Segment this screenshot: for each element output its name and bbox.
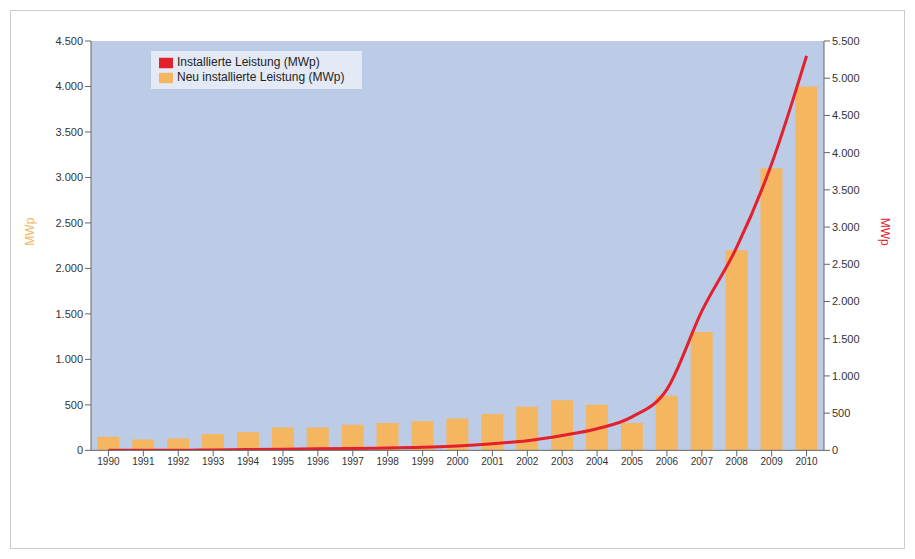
svg-text:1994: 1994 (237, 456, 260, 467)
svg-text:0: 0 (77, 444, 83, 456)
svg-text:1.500: 1.500 (55, 308, 83, 320)
svg-text:2003: 2003 (551, 456, 574, 467)
svg-text:5.500: 5.500 (832, 35, 860, 47)
svg-text:2004: 2004 (586, 456, 609, 467)
svg-text:4.000: 4.000 (55, 80, 83, 92)
svg-text:3.500: 3.500 (55, 126, 83, 138)
svg-text:2006: 2006 (656, 456, 679, 467)
svg-text:2002: 2002 (516, 456, 539, 467)
svg-text:1.500: 1.500 (832, 333, 860, 345)
svg-text:1990: 1990 (97, 456, 120, 467)
svg-text:5.000: 5.000 (832, 72, 860, 84)
svg-text:4.500: 4.500 (832, 109, 860, 121)
svg-text:1993: 1993 (202, 456, 225, 467)
svg-text:1.000: 1.000 (55, 353, 83, 365)
svg-text:1999: 1999 (411, 456, 434, 467)
html-text:Installierte Leistung (MWp): Installierte Leistung (MWp) (177, 55, 320, 69)
svg-text:4.000: 4.000 (832, 147, 860, 159)
svg-text:500: 500 (832, 407, 850, 419)
svg-text:500: 500 (65, 399, 83, 411)
svg-text:4.500: 4.500 (55, 35, 83, 47)
svg-text:2.000: 2.000 (832, 295, 860, 307)
svg-text:2.000: 2.000 (55, 262, 83, 274)
svg-text:2007: 2007 (691, 456, 714, 467)
svg-text:1991: 1991 (132, 456, 155, 467)
svg-text:2008: 2008 (726, 456, 749, 467)
svg-text:3.500: 3.500 (832, 184, 860, 196)
svg-text:2005: 2005 (621, 456, 644, 467)
svg-text:2000: 2000 (446, 456, 469, 467)
svg-text:1995: 1995 (272, 456, 295, 467)
svg-text:1998: 1998 (377, 456, 400, 467)
svg-text:1.000: 1.000 (832, 370, 860, 382)
svg-text:2001: 2001 (481, 456, 504, 467)
svg-text:2.500: 2.500 (55, 217, 83, 229)
svg-text:2009: 2009 (761, 456, 784, 467)
svg-text:0: 0 (832, 444, 838, 456)
svg-text:1997: 1997 (342, 456, 365, 467)
html-text:Neu installierte Leistung (MWp: Neu installierte Leistung (MWp) (177, 69, 345, 84)
svg-text:3.000: 3.000 (55, 171, 83, 183)
svg-text:1996: 1996 (307, 456, 330, 467)
svg-text:2.500: 2.500 (832, 258, 860, 270)
svg-text:2010: 2010 (795, 456, 818, 467)
svg-text:MWp: MWp (878, 218, 892, 246)
svg-text:1992: 1992 (167, 456, 190, 467)
svg-text:3.000: 3.000 (832, 221, 860, 233)
svg-text:MWp: MWp (23, 217, 37, 245)
